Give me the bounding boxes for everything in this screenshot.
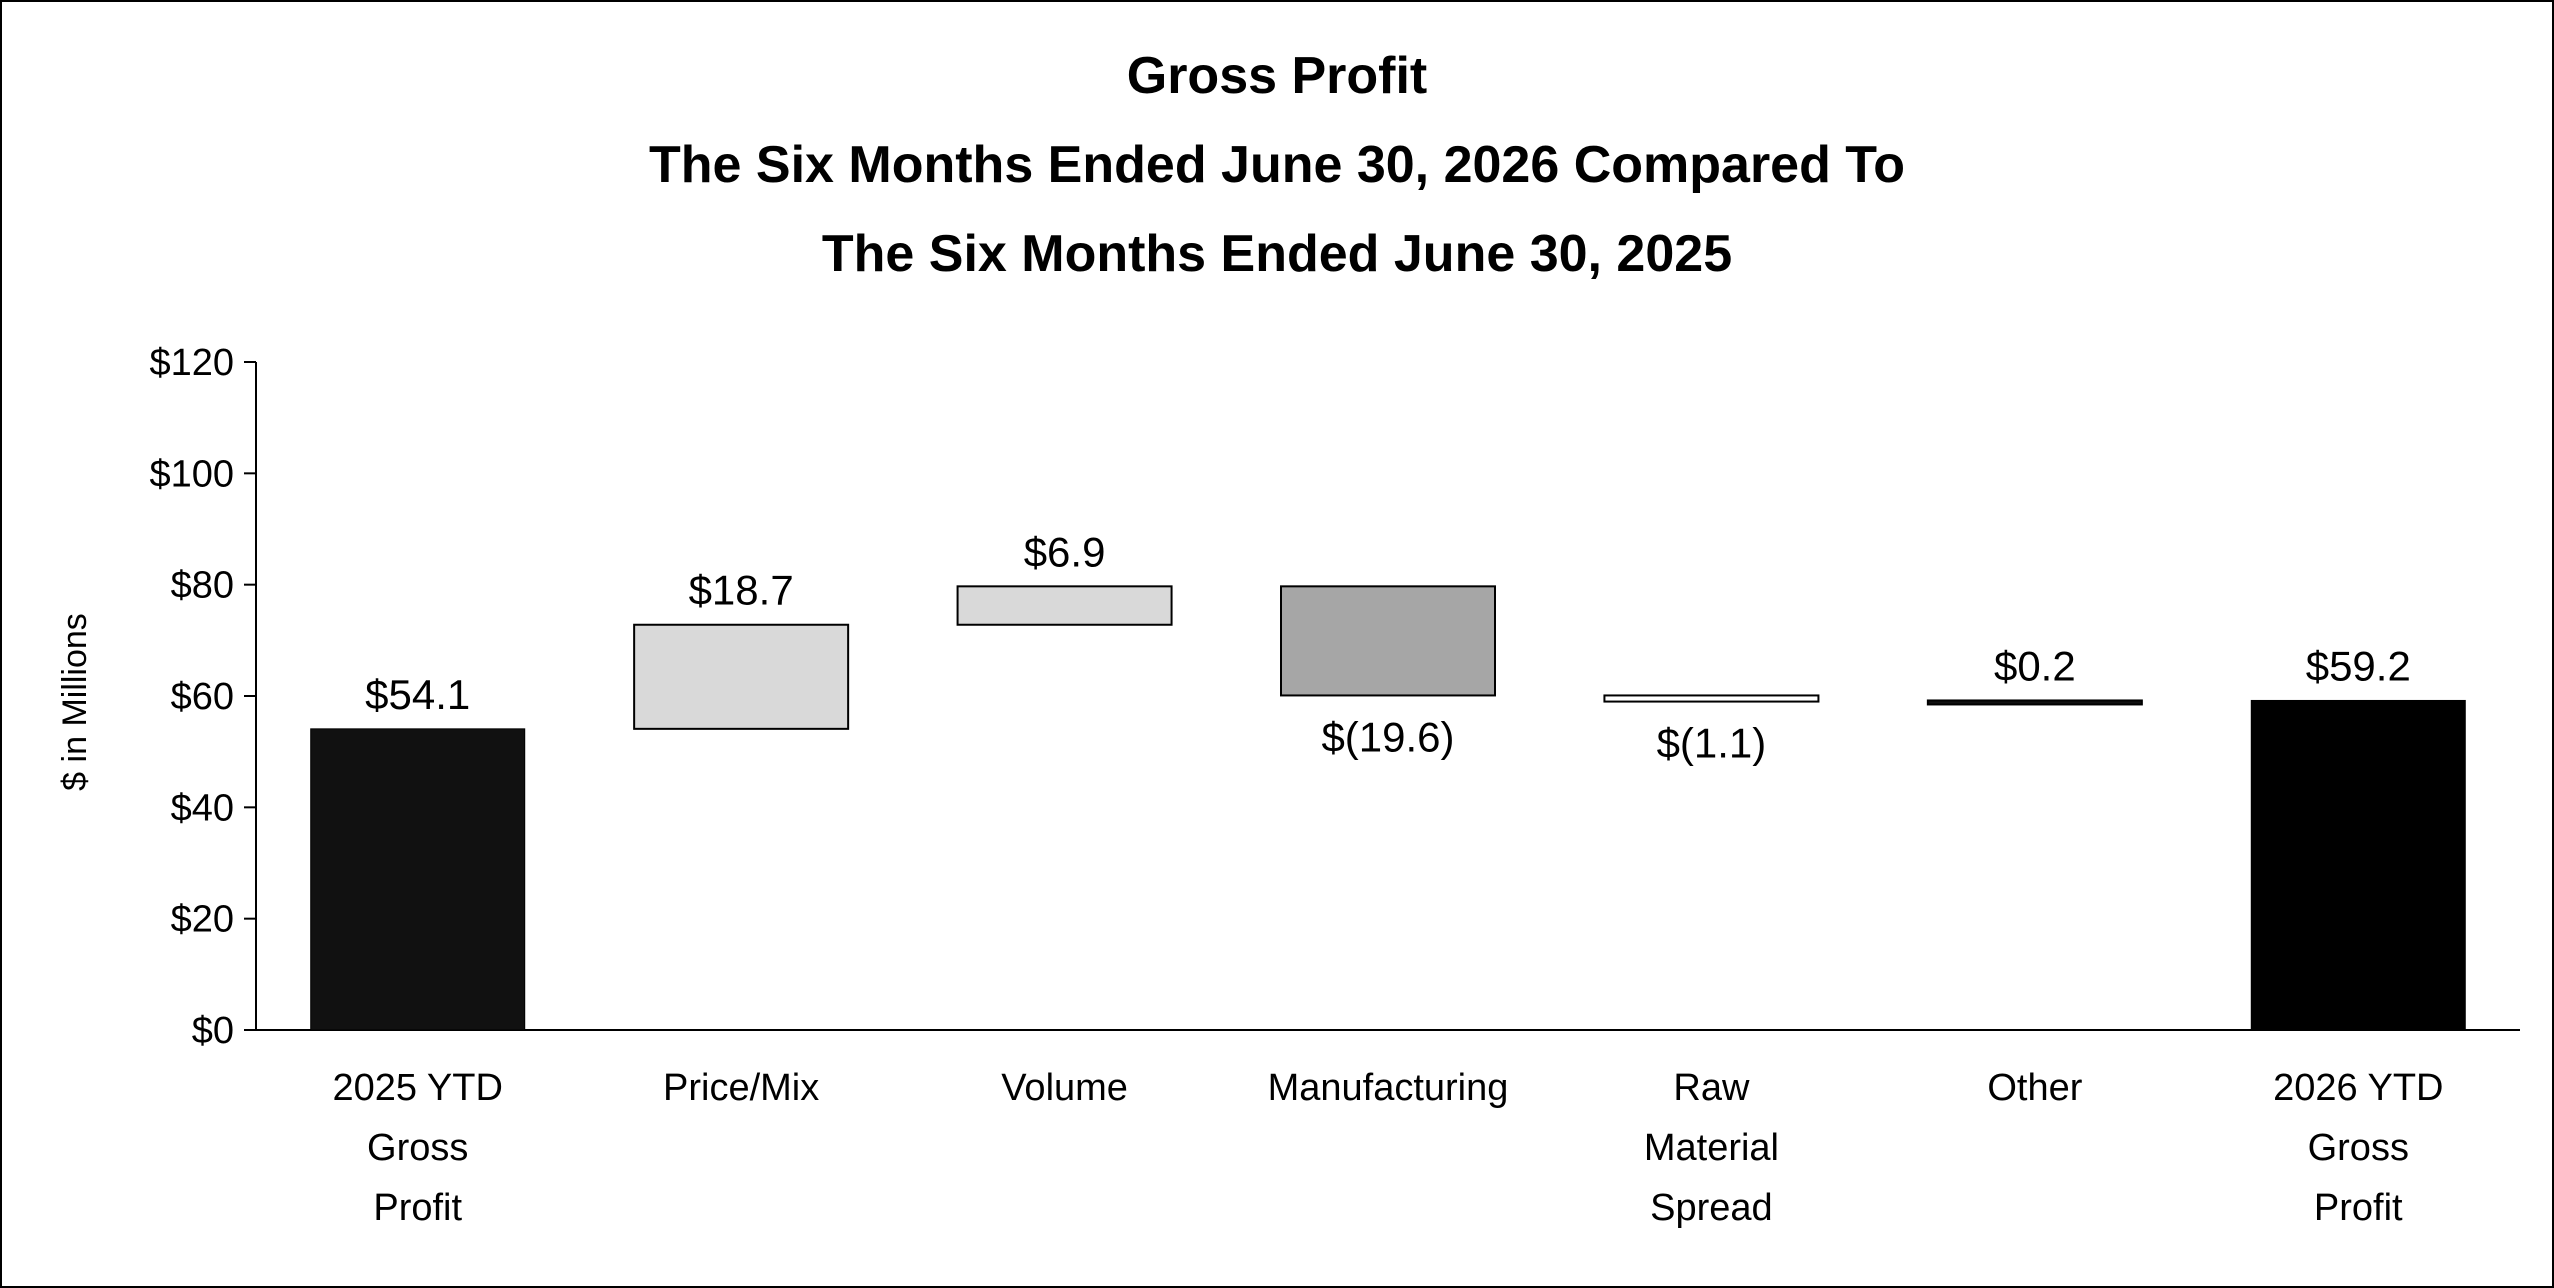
chart-title-line-1: Gross Profit [1126,47,1428,105]
category-label: Raw Material Spread [1644,1067,1779,1229]
category-label-line: Price/Mix [663,1067,819,1109]
bar [956,585,1173,626]
category-label-line: Other [1987,1067,2082,1109]
y-tick-label: $40 [171,787,234,829]
x-axis: 2025 YTD Gross Profit Price/Mix Volume Manufa… [256,1029,2520,1229]
category-label: Volume [1001,1067,1128,1109]
category-label-line: Raw [1673,1067,1750,1109]
y-tick-label: $60 [171,676,234,718]
data-label: $59.2 [2306,642,2411,689]
data-label: $6.9 [1024,528,1106,575]
y-tick-label: $80 [171,565,234,607]
category-label: Manufacturing [1268,1067,1509,1109]
category-label-line: 2025 YTD [333,1067,503,1109]
chart-title-line-2: The Six Months Ended June 30, 2026 Compa… [649,136,1905,194]
y-axis-label: $ in Millions [56,613,94,791]
category-label: Other [1987,1067,2082,1109]
data-label: $0.2 [1994,642,2076,689]
category-label-line: Gross [367,1127,468,1169]
bar [310,728,526,1031]
bar [1280,585,1496,697]
chart-title-line-3: The Six Months Ended June 30, 2025 [821,225,1733,283]
data-label: $18.7 [689,567,794,614]
category-label: 2026 YTD Gross Profit [2273,1067,2443,1229]
category-label-line: Manufacturing [1268,1067,1509,1109]
y-tick-label: $120 [149,342,234,384]
category-label: 2025 YTD Gross Profit [333,1067,503,1229]
bar [1926,699,2143,706]
category-label: Price/Mix [663,1067,819,1109]
chart-title: Gross Profit The Six Months Ended June 3… [2,32,2552,299]
y-tick-label: $100 [149,453,234,495]
data-label: $(19.6) [1321,713,1454,760]
bar [1603,694,1820,703]
category-label-line: Profit [373,1187,462,1229]
bars: $54.1 $18.7 $6.9 $(19.6) $(1.1) $0.2 $59.2 [310,528,2466,1031]
bar [2250,699,2466,1031]
data-label: $54.1 [365,671,470,718]
category-label-line: 2026 YTD [2273,1067,2443,1109]
category-label-line: Material [1644,1127,1779,1169]
category-label-line: Gross [2308,1127,2409,1169]
y-tick-label: $20 [171,899,234,941]
bar [633,623,850,730]
y-tick-label: $0 [192,1010,234,1052]
y-axis: $0 $20 $40 $60 $80 $100 $120 [149,342,257,1052]
category-label-line: Spread [1650,1187,1773,1229]
data-label: $(1.1) [1657,720,1767,767]
category-label-line: Profit [2314,1187,2403,1229]
category-label-line: Volume [1001,1067,1128,1109]
